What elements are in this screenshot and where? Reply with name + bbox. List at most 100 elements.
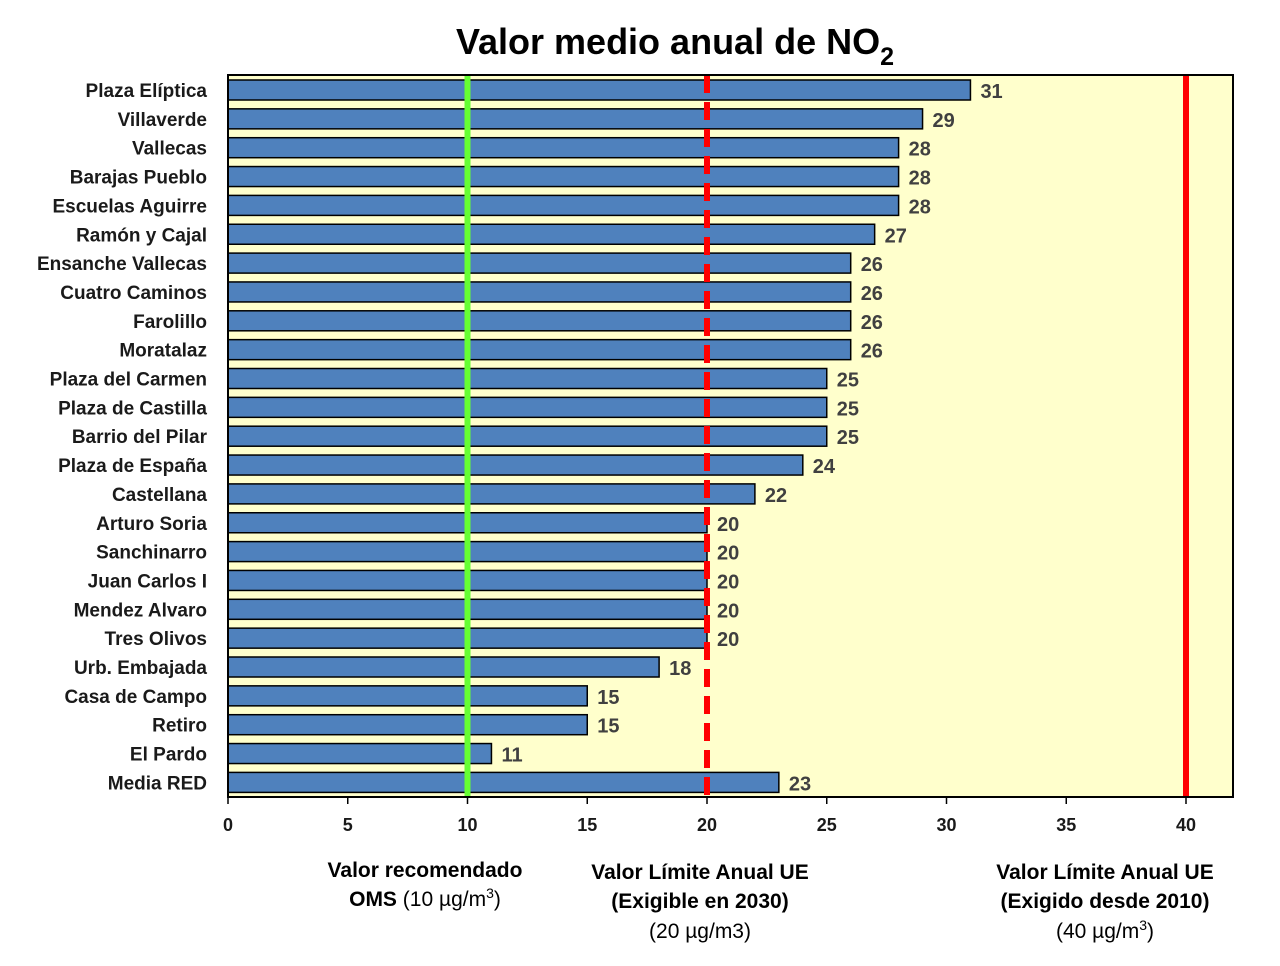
bar <box>227 252 852 274</box>
category-label: Vallecas <box>132 139 207 160</box>
value-label: 25 <box>837 370 859 392</box>
reference-label-segment: (40 µg/m <box>1056 920 1139 943</box>
value-label: 26 <box>861 254 883 276</box>
reference-label-line: Valor Límite Anual UE <box>591 861 808 884</box>
reference-label-segment: OMS <box>349 888 397 911</box>
value-label: 28 <box>909 168 931 190</box>
reference-label: Valor Límite Anual UE (Exigido desde 2010… <box>996 861 1213 943</box>
value-label: 31 <box>980 81 1002 103</box>
reference-label-segment: (20 µg/m3) <box>649 920 751 943</box>
reference-label-line: Valor Límite Anual UE <box>996 861 1213 884</box>
x-tick-label: 40 <box>1176 815 1196 835</box>
category-label: El Pardo <box>130 745 207 766</box>
value-label: 26 <box>861 283 883 305</box>
reference-label-segment: (Exigido desde 2010) <box>1001 890 1210 913</box>
reference-label-line: (40 µg/m3) <box>1056 917 1154 943</box>
x-tick-label: 5 <box>343 815 353 835</box>
category-label: Villaverde <box>118 110 207 131</box>
value-label: 20 <box>717 571 739 593</box>
reference-label-segment: Valor Límite Anual UE <box>591 861 808 884</box>
value-label: 20 <box>717 600 739 622</box>
bar <box>227 310 852 332</box>
bar <box>227 483 756 505</box>
category-label: Juan Carlos I <box>88 571 207 592</box>
bar <box>227 194 900 217</box>
value-label: 22 <box>765 485 787 507</box>
value-label: 29 <box>933 110 955 132</box>
category-label: Plaza de Castilla <box>58 398 207 419</box>
reference-label-segment: ) <box>494 888 501 911</box>
category-label: Barajas Pueblo <box>70 168 207 189</box>
category-label: Retiro <box>152 716 207 737</box>
reference-label-segment: 3 <box>1139 917 1147 933</box>
reference-label-segment: (Exigible en 2030) <box>611 890 788 913</box>
bar <box>227 656 660 678</box>
bar <box>227 136 900 159</box>
x-tick-label: 25 <box>817 815 837 835</box>
chart-title: Valor medio anual de NO2 <box>456 21 894 71</box>
reference-lines-layer <box>464 75 1189 797</box>
category-label: Tres Olivos <box>105 629 207 650</box>
value-label: 24 <box>813 456 836 478</box>
category-label: Plaza de España <box>58 456 207 477</box>
category-label: Farolillo <box>133 312 207 333</box>
value-label: 20 <box>717 629 739 651</box>
value-label: 15 <box>597 716 619 738</box>
value-label: 23 <box>789 773 811 795</box>
category-label: Ramón y Cajal <box>76 225 207 246</box>
x-tick-label: 10 <box>457 815 477 835</box>
reference-label-line: Valor recomendado <box>328 859 523 882</box>
reference-label-segment: ) <box>1147 920 1154 943</box>
reference-label-line: OMS (10 µg/m3) <box>349 885 501 911</box>
value-label: 27 <box>885 225 907 247</box>
bar <box>227 79 972 101</box>
value-label: 11 <box>501 745 522 767</box>
x-tick-label: 30 <box>936 815 956 835</box>
category-label: Casa de Campo <box>64 687 207 708</box>
category-label: Castellana <box>112 485 207 506</box>
reference-label: Valor recomendado OMS (10 µg/m3) <box>328 859 523 911</box>
value-label: 25 <box>837 427 859 449</box>
x-tick-label: 20 <box>697 815 717 835</box>
bar <box>227 396 828 419</box>
value-label: 26 <box>861 341 883 363</box>
bar <box>227 771 780 794</box>
reference-label: Valor Límite Anual UE (Exigible en 2030) (… <box>591 861 808 943</box>
category-label: Plaza Elíptica <box>86 81 208 102</box>
value-label: 28 <box>909 139 931 161</box>
value-label: 20 <box>717 514 739 536</box>
category-label: Moratalaz <box>119 341 207 362</box>
value-label: 28 <box>909 196 931 218</box>
category-label: Cuatro Caminos <box>60 283 207 304</box>
reference-label-segment: (10 µg/m <box>397 888 486 911</box>
value-label: 25 <box>837 398 859 420</box>
bar <box>227 742 493 765</box>
reference-label-segment: 3 <box>486 885 494 901</box>
category-label: Escuelas Aguirre <box>52 196 207 217</box>
reference-label-line: (Exigido desde 2010) <box>1001 890 1210 913</box>
category-label: Ensanche Vallecas <box>37 254 207 275</box>
bar <box>227 367 828 390</box>
category-label: Arturo Soria <box>96 514 207 535</box>
value-label: 26 <box>861 312 883 334</box>
value-label: 20 <box>717 543 739 565</box>
bar <box>227 454 804 476</box>
x-tick-label: 35 <box>1056 815 1076 835</box>
category-label: Media RED <box>108 773 207 794</box>
bar <box>227 338 852 361</box>
value-label: 15 <box>597 687 619 709</box>
chart-title-main: Valor medio anual de NO <box>456 21 880 62</box>
reference-label-segment: Valor recomendado <box>328 859 523 882</box>
bar <box>227 223 876 245</box>
x-tick-label: 0 <box>223 815 233 835</box>
bar <box>227 713 588 736</box>
category-label: Mendez Alvaro <box>74 600 207 621</box>
plot-frame <box>227 74 1234 798</box>
bar <box>227 425 828 447</box>
x-axis: 0 5 10 15 20 25 30 35 40 <box>223 797 1196 835</box>
category-label: Urb. Embajada <box>74 658 207 679</box>
bar <box>227 108 924 130</box>
bar <box>227 685 588 707</box>
